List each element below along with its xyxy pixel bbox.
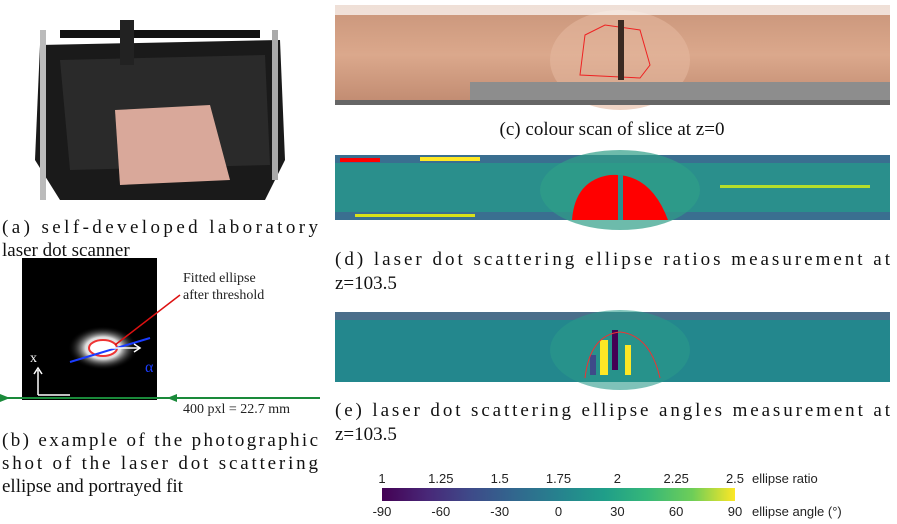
laser-shot (0, 258, 320, 402)
angle-map (335, 310, 890, 390)
shape (618, 175, 623, 220)
colorbar-tick-label: 30 (610, 504, 624, 519)
caption-d: (d) laser dot scattering ellipse ratios … (335, 249, 891, 270)
colorbar-tick-label: 60 (669, 504, 683, 519)
shape (120, 20, 134, 65)
shape (340, 158, 380, 162)
colour-scan (335, 5, 890, 110)
caption-c: (c) colour scan of slice at z=0 (500, 119, 725, 140)
colorbar-tick-label: 1 (378, 471, 385, 486)
annotation: after threshold (183, 288, 264, 303)
colorbar-label: ellipse angle (°) (752, 504, 842, 519)
colorbar-tick-label: 0 (555, 504, 562, 519)
colorbar-tick-label: 1.75 (546, 471, 571, 486)
shape (618, 20, 624, 80)
colorbar-tick-label: 2.25 (664, 471, 689, 486)
shape (40, 30, 46, 200)
shape (335, 5, 890, 15)
colorbar-tick-label: -90 (373, 504, 392, 519)
figure: (a) self-developed laboratory laser dot … (0, 0, 897, 524)
colorbar-tick-label: 2.5 (726, 471, 744, 486)
caption-d: z=103.5 (335, 273, 397, 294)
angle-label: α (145, 359, 154, 376)
shape (0, 394, 10, 402)
shape (272, 30, 278, 180)
colorbar-tick-label: -30 (490, 504, 509, 519)
axis-label: y (75, 401, 82, 416)
shape (420, 157, 480, 161)
scanner-photo (35, 20, 285, 200)
shape (470, 82, 890, 100)
caption-e: (e) laser dot scattering ellipse angles … (335, 400, 891, 421)
colorbar-tick-label: 2 (614, 471, 621, 486)
shape (167, 394, 177, 402)
shape (550, 310, 690, 390)
colorbar-label: ellipse ratio (752, 471, 818, 486)
annotation: Fitted ellipse (183, 271, 256, 286)
colorbar-tick-label: 90 (728, 504, 742, 519)
colorbar-tick-label: -60 (431, 504, 450, 519)
colorbar-tick-label: 1.5 (491, 471, 509, 486)
caption-b: shot of the laser dot scattering (2, 453, 319, 474)
shape (590, 355, 596, 375)
colorbar-tick-label: 1.25 (428, 471, 453, 486)
caption-a: laser dot scanner (2, 240, 130, 261)
shape (115, 105, 230, 185)
shape (60, 30, 260, 38)
shape (625, 345, 631, 375)
caption-a: (a) self-developed laboratory (2, 217, 319, 238)
shape (355, 214, 475, 217)
caption-b: (b) example of the photographic (2, 430, 318, 451)
shape (600, 340, 608, 375)
scale-label: 400 pxl = 22.7 mm (183, 402, 290, 417)
colorbar (382, 488, 735, 501)
shape (612, 330, 618, 370)
caption-b: ellipse and portrayed fit (2, 476, 184, 497)
axis-label: x (30, 351, 37, 366)
shape (335, 100, 890, 105)
shape (720, 185, 870, 188)
ratio-map (335, 150, 890, 230)
caption-e: z=103.5 (335, 424, 397, 445)
